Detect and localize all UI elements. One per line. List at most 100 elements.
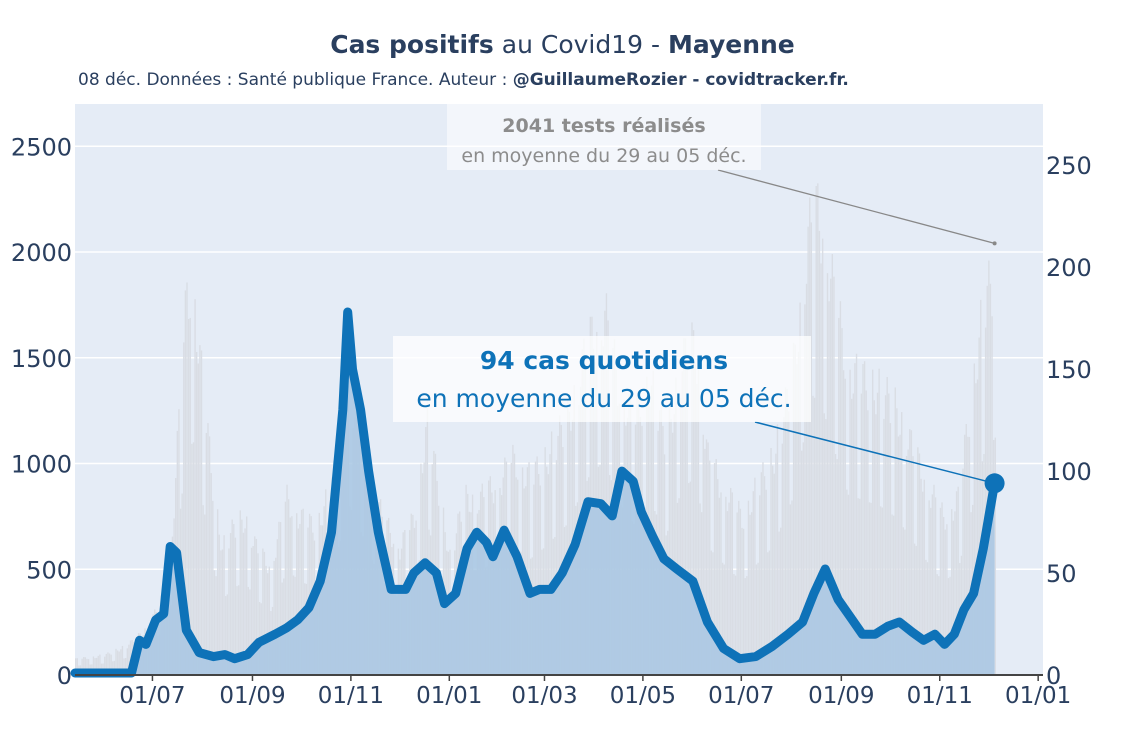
tests-bar [208,436,211,675]
tests-bar [286,484,288,675]
tests-bar [967,436,969,675]
tests-bar [778,531,780,675]
tests-bar [928,500,930,675]
x-tick-label: 01/03 [511,683,577,709]
cases-annotation-detail: en moyenne du 29 au 05 déc. [416,384,791,413]
tests-bar [767,552,769,675]
tests-annotation-box [447,104,761,170]
y-left-tick-label: 1000 [11,451,72,479]
tests-bar [820,263,822,675]
tests-bar [733,574,735,675]
tests-bar [813,397,816,675]
tests-bar [544,447,546,675]
tests-bar [116,650,119,675]
tests-bar [805,283,808,675]
tests-bar [299,523,301,675]
tests-bar [773,473,775,675]
tests-bar [749,514,751,675]
tests-bar [107,652,109,675]
tests-bar [273,560,275,675]
cases-annotation-box [393,336,811,422]
tests-bar [792,342,795,675]
tests-bar [433,450,435,675]
tests-bar [891,514,893,675]
x-tick-label: 01/07 [708,683,774,709]
tests-bar [934,497,937,675]
tests-bar [796,364,798,675]
tests-bar [197,363,199,675]
tests-bar [120,649,122,675]
tests-bar [684,338,687,675]
tests-bar [276,539,279,675]
tests-bar [112,661,114,675]
tests-bar [818,230,821,675]
tests-bar [652,370,654,675]
tests-bar [213,570,216,675]
tests-bar [725,496,727,675]
tests-bar [857,498,859,675]
tests-bar [918,453,921,675]
tests-bar [870,502,872,675]
tests-bar [533,484,535,675]
tests-bar [807,226,809,675]
tests-bar [229,533,232,675]
tests-bar [913,543,916,675]
tests-bar [81,658,83,675]
tests-bar [744,578,746,675]
tests-annotation-title: 2041 tests réalisés [502,115,705,137]
tests-bar [191,443,193,675]
tests-bar [534,461,537,675]
tests-bar [868,502,871,675]
tests-bar [128,644,130,675]
tests-bar [755,564,758,675]
tests-bar [255,538,258,675]
tests-bar [878,368,880,675]
tests-bar [738,500,740,675]
tests-bar [875,414,877,675]
tests-bar [968,436,971,675]
tests-bar [741,527,743,675]
tests-bar [121,645,124,675]
tests-bar [860,393,863,675]
tests-bar [279,522,282,675]
tests-bar [847,494,850,675]
tests-bar [881,507,884,675]
tests-bar [799,302,801,675]
tests-bar [215,576,217,675]
tests-bar [715,459,717,675]
chart-title-bold-metric: Cas positifs [330,30,494,59]
tests-bar [844,378,846,675]
tests-bar [944,529,946,675]
tests-bar [607,320,609,675]
tests-bar [957,486,959,675]
tests-bar [909,429,911,675]
tests-bar [194,299,196,675]
y-left-tick-label: 1500 [11,345,72,373]
tests-bar [771,465,774,675]
tests-bar [955,491,958,675]
tests-bar [262,548,264,675]
tests-bar [189,317,191,675]
tests-bar [888,393,890,675]
tests-bar [108,653,111,675]
tests-bar [783,417,785,675]
x-tick-label: 01/07 [119,683,185,709]
chart-title: Cas positifs au Covid19 - Mayenne [0,30,1125,59]
tests-bar [291,516,293,675]
tests-bar [831,254,834,676]
tests-bar [225,596,227,675]
tests-bar [86,658,88,675]
tests-bar [734,575,737,675]
tests-bar [254,536,256,675]
cases-annotation-point [984,473,1005,494]
tests-bar [788,411,790,675]
tests-bar [862,364,864,675]
tests-bar [210,473,212,675]
tests-bar [841,328,843,675]
y-left-tick-label: 2000 [11,239,72,267]
tests-bar [528,462,530,675]
annotations: 2041 tests réalisés en moyenne du 29 au 0… [393,104,1005,494]
tests-bar [252,545,254,675]
tests-bar [266,573,269,675]
